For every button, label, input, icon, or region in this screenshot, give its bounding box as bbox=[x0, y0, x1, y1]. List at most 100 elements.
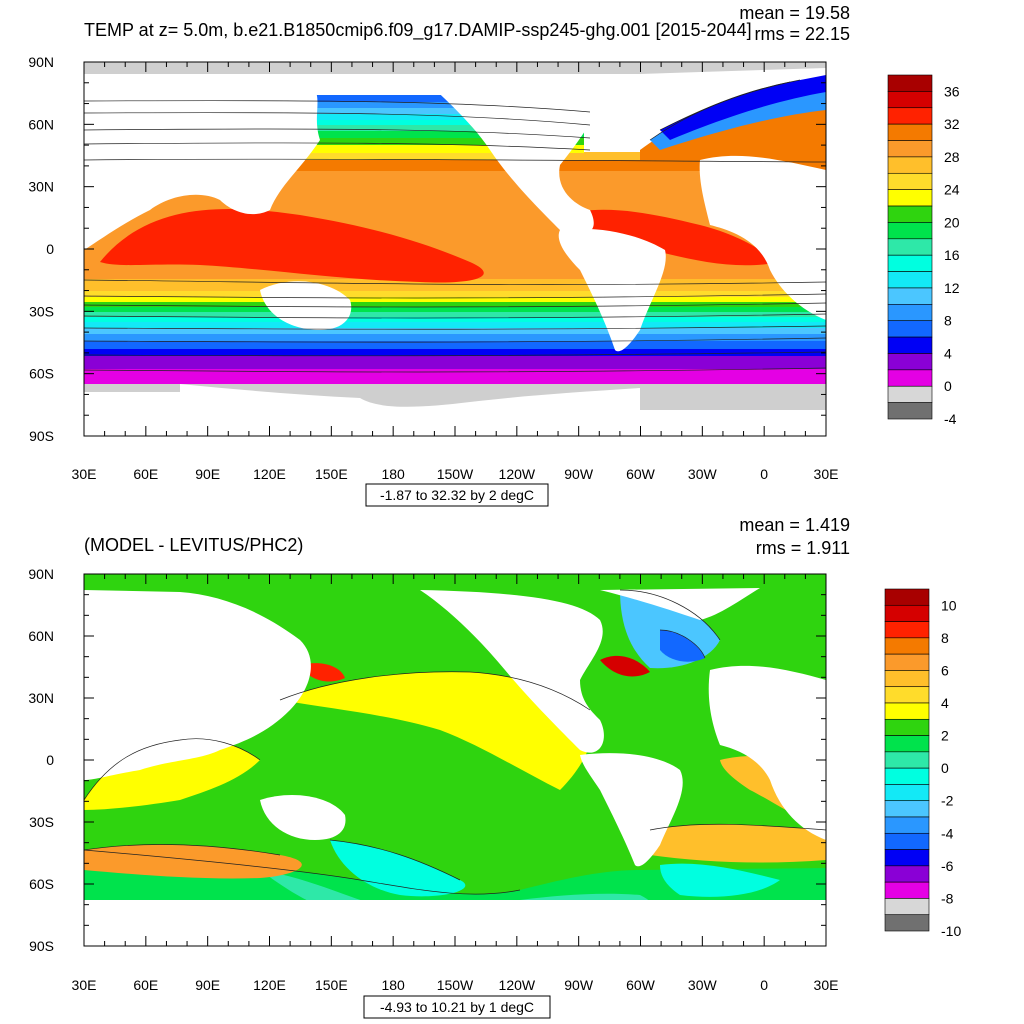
x-tick-label: 180 bbox=[381, 977, 405, 993]
colorbar-swatch bbox=[887, 402, 933, 420]
colorbar-swatch bbox=[887, 336, 933, 354]
colorbar-label: -4 bbox=[941, 825, 954, 841]
x-tick-label: 60W bbox=[626, 977, 656, 993]
range-box bbox=[365, 483, 549, 507]
temperature-contours bbox=[84, 79, 826, 373]
colorbar-swatch bbox=[884, 881, 930, 899]
colorbar-swatch bbox=[884, 914, 930, 932]
y-tick-label: 60N bbox=[28, 116, 54, 132]
colorbar-label: 12 bbox=[944, 280, 960, 296]
rms-label: rms = 22.15 bbox=[754, 24, 850, 44]
colorbar-swatch bbox=[884, 832, 930, 850]
colorbar-swatch bbox=[887, 238, 933, 256]
colorbar-label: 2 bbox=[941, 728, 949, 744]
colorbar-label: 8 bbox=[941, 630, 949, 646]
range-box bbox=[363, 995, 551, 1019]
colorbar-swatch bbox=[884, 686, 930, 704]
colorbar-label: 10 bbox=[941, 597, 957, 613]
y-tick-label: 60N bbox=[28, 628, 54, 644]
x-tick-label: 120E bbox=[253, 977, 286, 993]
colorbar-label: -8 bbox=[941, 890, 954, 906]
x-tick-label: 30E bbox=[72, 466, 97, 482]
colorbar-label: 36 bbox=[944, 83, 960, 99]
x-tick-label: 60E bbox=[133, 466, 158, 482]
colorbar-label: 16 bbox=[944, 247, 960, 263]
y-tick-label: 90N bbox=[28, 566, 54, 582]
colorbar-swatch bbox=[884, 621, 930, 639]
colorbar-swatch bbox=[887, 205, 933, 223]
x-tick-label: 0 bbox=[760, 466, 768, 482]
colorbar-swatch bbox=[887, 91, 933, 109]
y-tick-label: 90S bbox=[29, 938, 54, 954]
colorbar-label: 0 bbox=[944, 378, 952, 394]
colorbar-label: 8 bbox=[944, 313, 952, 329]
temperature-panel: 30E 60E 90E 120E 150E 180 150W 120W 90W 60W 30W 0 30… bbox=[28, 3, 960, 507]
colorbar bbox=[884, 588, 930, 932]
colorbar-swatch bbox=[887, 107, 933, 125]
y-tick-label: 30N bbox=[28, 690, 54, 706]
x-tick-label: 30E bbox=[72, 977, 97, 993]
x-tick-label: 90W bbox=[564, 977, 594, 993]
colorbar-label: 24 bbox=[944, 182, 960, 198]
colorbar-swatch bbox=[887, 304, 933, 322]
temperature-map-fill bbox=[84, 62, 826, 436]
colorbar-swatch bbox=[884, 718, 930, 736]
x-tick-label: 120E bbox=[253, 466, 286, 482]
x-tick-label: 120W bbox=[499, 466, 536, 482]
colorbar-swatch bbox=[884, 865, 930, 883]
colorbar bbox=[887, 74, 933, 420]
colorbar-swatch bbox=[887, 140, 933, 158]
rms-label: rms = 1.911 bbox=[756, 538, 850, 558]
colorbar-swatch bbox=[887, 123, 933, 141]
x-tick-label: 150E bbox=[315, 466, 348, 482]
colorbar-swatch bbox=[884, 800, 930, 818]
y-tick-label: 90S bbox=[29, 428, 54, 444]
colorbar-label: 32 bbox=[944, 116, 960, 132]
colorbar-swatch bbox=[887, 385, 933, 403]
colorbar-swatch bbox=[884, 816, 930, 834]
colorbar-label: 4 bbox=[944, 345, 952, 361]
x-tick-label: 90E bbox=[195, 977, 220, 993]
land-masses-top bbox=[84, 75, 826, 352]
x-tick-label: 30E bbox=[814, 977, 839, 993]
land-masses-bottom bbox=[84, 588, 826, 867]
y-tick-label: 60S bbox=[29, 366, 54, 382]
difference-map-fill bbox=[84, 574, 826, 946]
colorbar-swatch bbox=[884, 898, 930, 916]
colorbar-label: -2 bbox=[941, 793, 954, 809]
x-tick-label: 180 bbox=[381, 466, 405, 482]
colorbar-swatch bbox=[884, 784, 930, 802]
x-tick-label: 60E bbox=[133, 977, 158, 993]
colorbar-label: 0 bbox=[941, 760, 949, 776]
colorbar-label: 20 bbox=[944, 214, 960, 230]
colorbar-swatch bbox=[887, 172, 933, 190]
colorbar-swatch bbox=[887, 156, 933, 174]
colorbar-swatch bbox=[884, 751, 930, 769]
x-tick-label: 90W bbox=[564, 466, 594, 482]
x-tick-label: 30E bbox=[814, 466, 839, 482]
colorbar-swatch bbox=[887, 271, 933, 289]
range-label: -4.93 to 10.21 by 1 degC bbox=[380, 999, 534, 1015]
y-tick-label: 0 bbox=[46, 752, 54, 768]
colorbar-swatch bbox=[884, 849, 930, 867]
y-tick-label: 30S bbox=[29, 814, 54, 830]
x-tick-label: 30W bbox=[688, 466, 718, 482]
colorbar-swatch bbox=[887, 254, 933, 272]
colorbar-swatch bbox=[884, 653, 930, 671]
colorbar-swatch bbox=[884, 767, 930, 785]
colorbar-swatch bbox=[887, 74, 933, 92]
chart-title: (MODEL - LEVITUS/PHC2) bbox=[84, 535, 303, 555]
y-tick-label: 30N bbox=[28, 179, 54, 195]
x-tick-label: 150W bbox=[437, 466, 474, 482]
colorbar-label: 28 bbox=[944, 149, 960, 165]
y-tick-label: 30S bbox=[29, 303, 54, 319]
mean-label: mean = 1.419 bbox=[739, 515, 850, 535]
colorbar-label: -6 bbox=[941, 858, 954, 874]
mean-label: mean = 19.58 bbox=[739, 3, 850, 23]
x-tick-label: 0 bbox=[760, 977, 768, 993]
colorbar-label: -4 bbox=[944, 411, 957, 427]
colorbar-swatch bbox=[887, 369, 933, 387]
colorbar-swatch bbox=[887, 189, 933, 207]
x-tick-label: 60W bbox=[626, 466, 656, 482]
